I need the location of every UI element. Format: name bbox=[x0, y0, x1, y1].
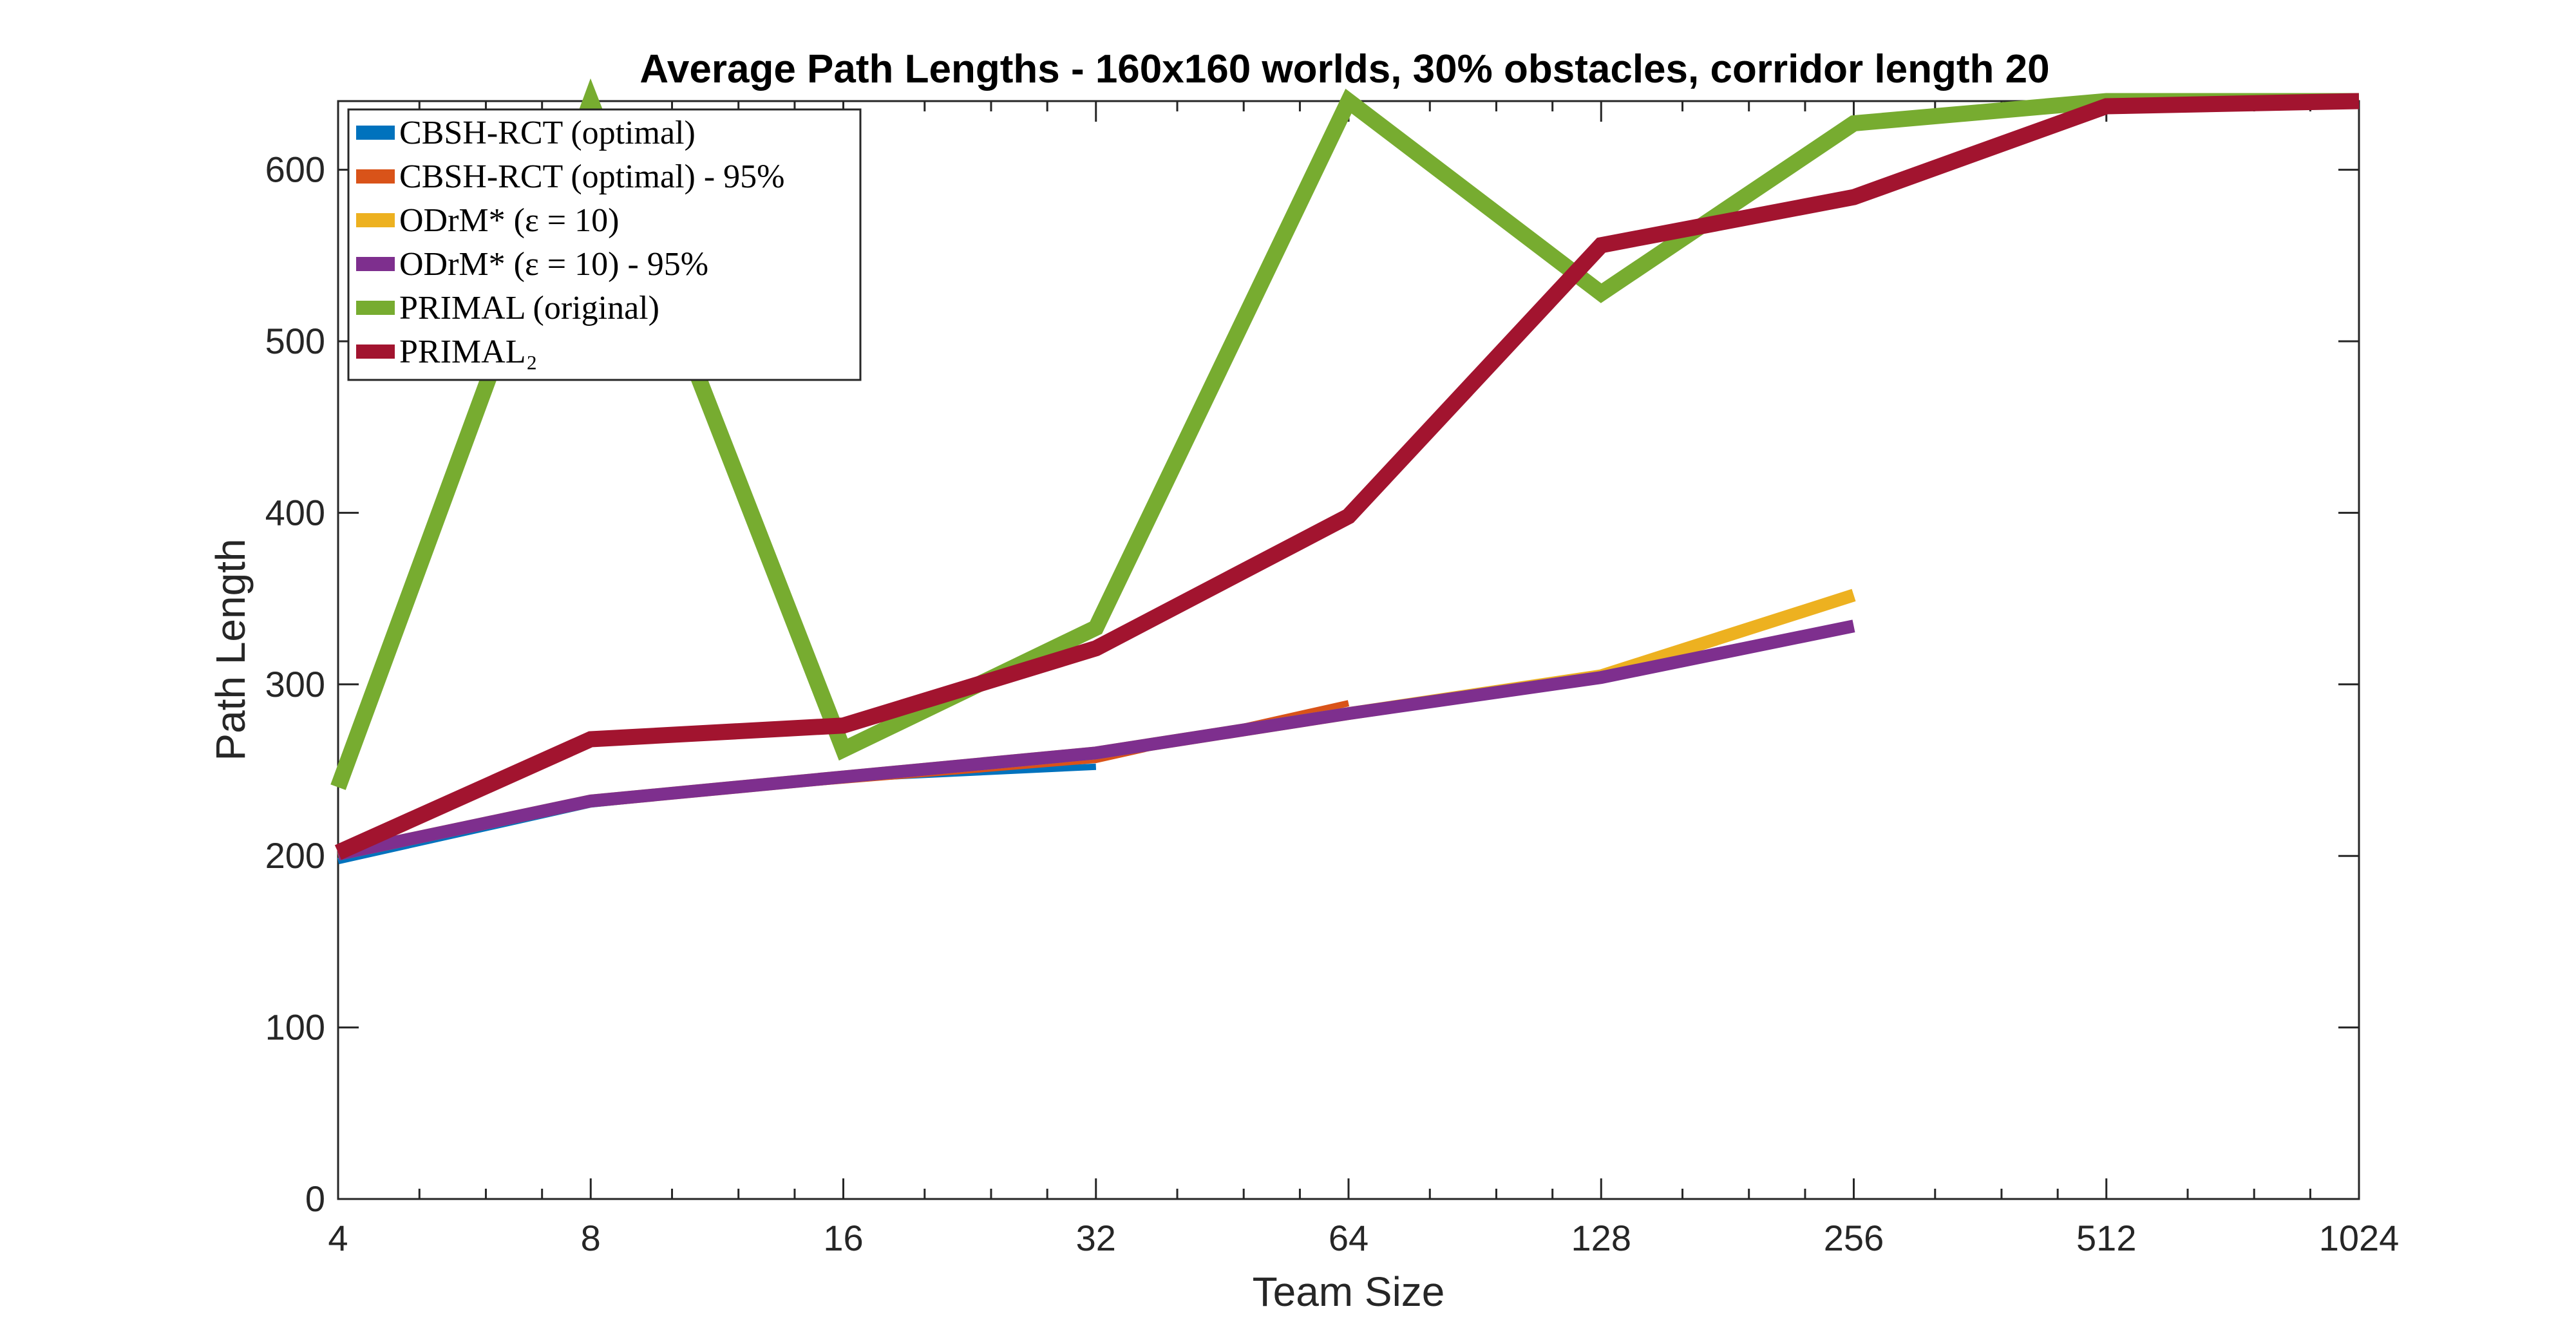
y-tick-label: 100 bbox=[265, 1007, 325, 1048]
chart-title: Average Path Lengths - 160x160 worlds, 3… bbox=[639, 47, 2049, 91]
y-tick-label: 600 bbox=[265, 149, 325, 190]
series-line-5 bbox=[334, 93, 2360, 860]
y-tick-label: 400 bbox=[265, 492, 325, 533]
legend-entry-label: ODrM* (ε = 10) bbox=[399, 202, 619, 239]
y-tick-label: 500 bbox=[265, 321, 325, 361]
legend-entry-label: PRIMAL₂ bbox=[399, 334, 538, 370]
y-axis-label: Path Length bbox=[207, 538, 254, 760]
legend-entry-label: PRIMAL (original) bbox=[399, 290, 659, 326]
x-tick-label: 128 bbox=[1571, 1218, 1631, 1258]
y-axis: 0 100 200 300 400 500 600 bbox=[265, 149, 2359, 1219]
x-tick-label: 256 bbox=[1824, 1218, 1884, 1258]
x-tick-label: 4 bbox=[328, 1218, 348, 1258]
y-tick-label: 0 bbox=[305, 1178, 325, 1219]
legend-entry-label: CBSH-RCT (optimal) - 95% bbox=[399, 158, 784, 195]
x-axis-label: Team Size bbox=[1253, 1269, 1445, 1315]
series-line-3 bbox=[336, 619, 1855, 861]
x-tick-label: 32 bbox=[1076, 1218, 1116, 1258]
legend: CBSH-RCT (optimal) CBSH-RCT (optimal) - 9… bbox=[347, 108, 862, 381]
x-tick-label: 64 bbox=[1329, 1218, 1368, 1258]
x-tick-label: 8 bbox=[581, 1218, 601, 1258]
legend-entry-label: CBSH-RCT (optimal) bbox=[399, 115, 696, 151]
legend-box bbox=[347, 108, 862, 381]
y-tick-label: 200 bbox=[265, 835, 325, 876]
legend-entry-label: ODrM* (ε = 10) - 95% bbox=[399, 246, 708, 283]
y-tick-label: 300 bbox=[265, 664, 325, 704]
x-tick-label: 512 bbox=[2076, 1218, 2136, 1258]
x-tick-label: 1024 bbox=[2319, 1218, 2400, 1258]
x-tick-label: 16 bbox=[823, 1218, 863, 1258]
